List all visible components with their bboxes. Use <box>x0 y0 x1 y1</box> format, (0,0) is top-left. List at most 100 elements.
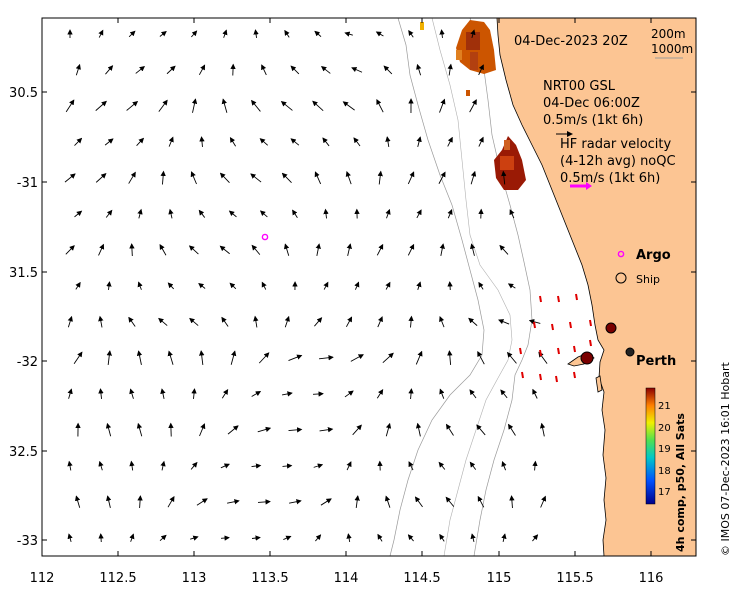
current-vector-arrow <box>158 99 168 112</box>
current-vector-arrow <box>283 535 292 541</box>
current-vector-arrow <box>198 209 206 218</box>
current-vector-arrow <box>509 209 515 219</box>
current-vector-arrow <box>159 534 167 542</box>
current-vector-arrow <box>532 534 539 542</box>
current-vector-arrow <box>439 316 445 328</box>
current-vector-arrow <box>136 422 143 437</box>
current-vector-arrow <box>191 30 198 38</box>
current-vector-arrow <box>74 210 83 218</box>
current-vector-arrow <box>159 243 167 256</box>
current-vector-arrow <box>501 170 507 185</box>
current-vector-arrow <box>228 210 237 218</box>
current-vector-arrow <box>477 495 485 508</box>
current-vector-arrow <box>506 351 517 364</box>
current-vector-arrow <box>500 389 508 399</box>
gsl-legend-line3: 0.5m/s (1kt 6h) <box>543 113 643 128</box>
garden-island <box>595 375 603 393</box>
current-vector-arrow <box>290 138 300 146</box>
current-vector-arrow <box>98 533 104 543</box>
current-vector-arrow <box>137 281 143 290</box>
colorbar-tick-19: 19 <box>658 444 671 455</box>
current-vector-arrow <box>320 498 332 506</box>
y-tick-32-5: 32.5 <box>9 445 38 460</box>
current-vector-arrow <box>227 499 240 505</box>
current-vector-arrow <box>501 460 507 471</box>
current-vector-arrow <box>168 208 174 219</box>
current-vector-arrow <box>222 29 228 38</box>
radar-velocity-arrow <box>519 347 522 355</box>
current-vector-arrow <box>280 101 293 111</box>
current-vector-arrow <box>416 136 422 147</box>
current-vector-arrow <box>257 499 271 505</box>
current-vector-arrow <box>75 281 81 290</box>
current-vector-arrow <box>167 350 174 365</box>
current-vector-arrow <box>320 66 331 74</box>
current-vector-arrow <box>315 243 321 256</box>
current-vector-arrow <box>344 390 354 398</box>
current-vector-arrow <box>354 281 360 290</box>
current-vector-arrow <box>447 136 453 147</box>
current-vector-arrow <box>540 495 547 508</box>
ship-marker[interactable] <box>605 322 617 334</box>
current-vector-arrow <box>159 30 167 37</box>
current-vector-arrow <box>447 63 453 76</box>
current-vector-arrow <box>345 316 353 328</box>
ship-legend-icon <box>615 272 627 284</box>
hf-radar-vectors <box>519 293 592 383</box>
current-vector-arrow <box>375 31 384 37</box>
current-vector-arrow <box>470 170 477 185</box>
current-vector-arrow <box>408 388 414 400</box>
current-vector-arrow <box>105 65 114 75</box>
current-vector-arrow <box>261 281 267 290</box>
current-vector-arrow <box>314 317 323 327</box>
current-vector-arrow <box>469 99 477 113</box>
current-vector-arrow <box>221 316 229 327</box>
current-vector-arrow <box>377 316 383 328</box>
current-vector-arrow <box>282 463 293 469</box>
sst-patch-south <box>494 136 526 190</box>
current-vector-arrow <box>447 209 453 219</box>
current-vector-arrow <box>385 208 391 219</box>
current-vector-arrow <box>539 422 546 437</box>
radar-velocity-arrow <box>569 321 572 329</box>
current-vector-arrow <box>499 244 509 255</box>
argo-legend-label: Argo <box>636 248 671 263</box>
current-vector-arrow <box>105 209 113 218</box>
colorbar-tick-18: 18 <box>658 466 671 477</box>
gsl-legend-line2: 04-Dec 06:00Z <box>543 96 640 111</box>
current-vector-arrow <box>314 30 322 37</box>
argo-float-marker[interactable] <box>261 233 269 241</box>
gsl-legend-line1: NRT00 GSL <box>543 79 616 94</box>
current-vector-arrow <box>439 98 446 113</box>
depth-contour-1000m <box>389 17 485 557</box>
x-tick-115-5: 115.5 <box>556 571 593 586</box>
current-vector-arrow <box>95 100 107 111</box>
current-vector-arrow <box>469 389 477 399</box>
y-axis: 30.5 -31 31.5 -32 32.5 -33 <box>9 86 696 549</box>
ship-marker-2[interactable] <box>580 351 594 365</box>
current-vector-arrow <box>98 243 105 256</box>
current-vector-arrow <box>258 352 270 364</box>
y-tick-31: -31 <box>17 176 38 191</box>
current-vector-arrow <box>105 422 112 437</box>
current-vector-arrow <box>199 350 205 366</box>
current-vector-arrow <box>106 350 112 366</box>
current-vector-arrow <box>199 423 206 437</box>
current-vector-arrow <box>351 67 363 73</box>
current-vector-arrow <box>344 31 353 37</box>
current-vector-arrow <box>135 65 145 74</box>
argo-legend-icon <box>617 250 625 258</box>
current-vector-arrow <box>478 281 484 290</box>
current-vector-arrow <box>221 98 228 113</box>
depth-contour-200m <box>469 17 533 557</box>
current-vector-arrow <box>385 422 392 437</box>
radar-legend-line2: (4-12h avg) noQC <box>560 154 676 169</box>
current-vector-arrow <box>439 388 445 399</box>
current-vector-arrow <box>477 351 485 365</box>
current-vector-arrow <box>190 461 198 470</box>
current-vector-arrow <box>229 136 236 147</box>
current-vector-arrow <box>415 350 423 365</box>
current-vector-arrow <box>290 65 300 75</box>
current-vector-arrow <box>470 533 476 542</box>
current-vector-arrow <box>251 463 262 469</box>
